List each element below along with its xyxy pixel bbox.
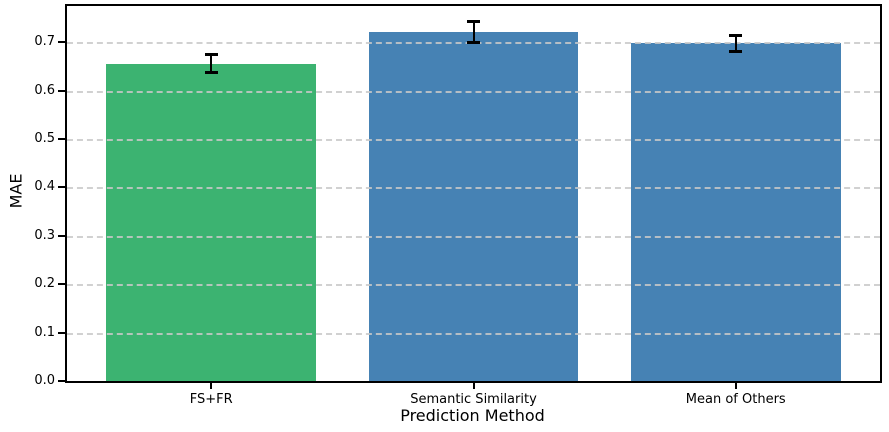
x-tick-mark [734, 383, 737, 389]
y-tick-mark [58, 89, 65, 92]
y-tick-mark [58, 234, 65, 237]
y-tick-mark [58, 331, 65, 334]
error-bar-semantic-similarity [472, 21, 475, 43]
error-cap-top-fs-fr [204, 53, 218, 57]
error-cap-top-mean-of-others [729, 34, 743, 38]
y-tick-label: 0.5 [34, 131, 55, 147]
y-tick-label: 0.6 [34, 82, 55, 98]
y-tick-mark [58, 380, 65, 382]
x-tick-label-semantic-similarity: Semantic Similarity [410, 392, 537, 407]
y-tick-label: 0.0 [34, 373, 55, 388]
bar-semantic-similarity [368, 32, 579, 381]
error-cap-bottom-fs-fr [204, 70, 218, 74]
x-tick-mark [210, 383, 213, 389]
y-tick-label: 0.7 [34, 34, 55, 50]
x-axis-title: Prediction Method [400, 406, 545, 425]
x-tick-mark [472, 383, 475, 389]
bar-mean-of-others [630, 43, 841, 381]
error-cap-bottom-semantic-similarity [467, 41, 480, 45]
error-cap-top-semantic-similarity [467, 19, 480, 23]
y-tick-mark [58, 186, 65, 189]
y-tick-mark [58, 138, 65, 141]
y-tick-label: 0.3 [34, 227, 55, 243]
y-tick-label: 0.2 [34, 276, 55, 292]
x-tick-label-mean-of-others: Mean of Others [685, 392, 786, 407]
bar-fs-fr [106, 63, 317, 381]
y-tick-mark [58, 41, 65, 44]
x-tick-label-fs-fr: FS+FR [189, 392, 233, 407]
error-bar-fs-fr [210, 54, 213, 73]
y-tick-mark [58, 283, 65, 286]
error-cap-bottom-mean-of-others [729, 49, 743, 53]
plot-area: 0.0 0.1 0.2 0.3 0.4 0.5 0.6 0.7 FS+FR Semantic Si… [34, 4, 882, 407]
y-tick-label: 0.1 [34, 324, 55, 340]
y-tick-label: 0.4 [34, 179, 55, 195]
